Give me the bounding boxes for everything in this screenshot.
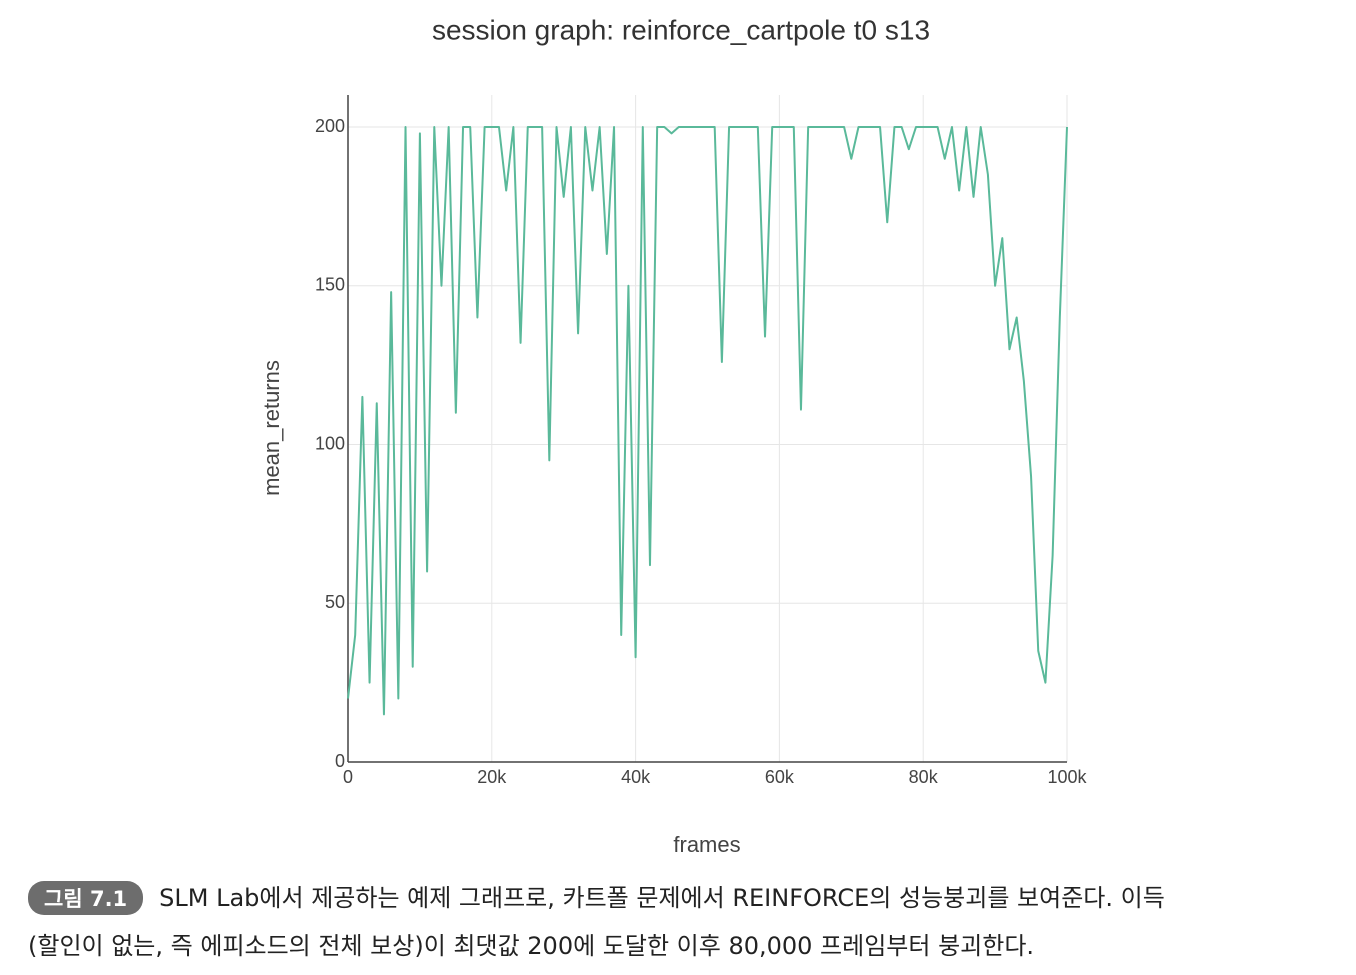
y-tick-label: 0 [335, 751, 345, 771]
y-tick-label: 50 [325, 592, 345, 612]
x-tick-label: 40k [621, 767, 651, 787]
x-tick-label: 20k [477, 767, 507, 787]
data-line [347, 126, 1068, 716]
x-tick-label: 60k [765, 767, 795, 787]
chart-title: session graph: reinforce_cartpole t0 s13 [432, 14, 930, 45]
x-tick-label: 0 [343, 767, 353, 787]
x-tick-label: 100k [1047, 767, 1087, 787]
y-tick-label: 100 [315, 433, 345, 453]
caption-line: (할인이 없는, 즉 에피소드의 전체 보상)이 최댓값 200에 도달한 이후… [28, 932, 1035, 960]
y-tick-label: 150 [315, 275, 345, 295]
y-tick-label: 200 [315, 116, 345, 136]
x-tick-label: 80k [909, 767, 939, 787]
y-axis-label: mean_returns [259, 360, 284, 496]
figure-badge: 그림 7.1 [28, 881, 144, 915]
chart: session graph: reinforce_cartpole t0 s13… [259, 14, 1088, 857]
caption-line: 그림 7.1 SLM Lab에서 제공하는 예제 그래프로, 카트폴 문제에서 R… [28, 878, 1165, 915]
caption-text: SLM Lab에서 제공하는 예제 그래프로, 카트폴 문제에서 REINFOR… [159, 884, 1165, 912]
x-axis-label: frames [673, 832, 740, 857]
